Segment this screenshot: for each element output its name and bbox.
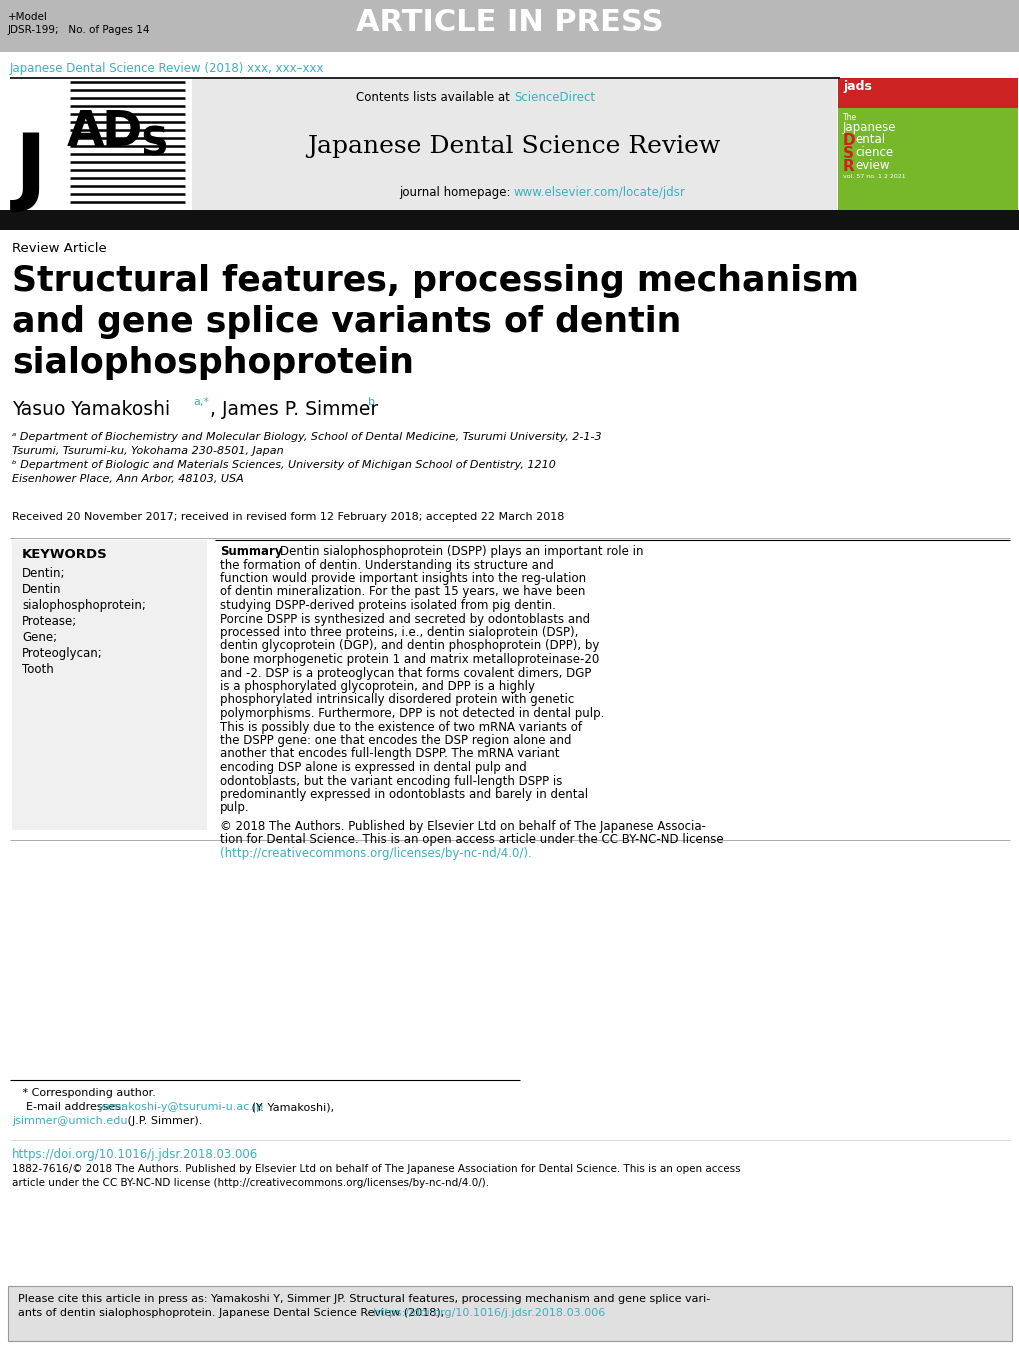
Bar — [12, 540, 207, 830]
Bar — [838, 78, 1017, 108]
Text: https://doi.org/10.1016/j.jdsr.2018.03.006: https://doi.org/10.1016/j.jdsr.2018.03.0… — [12, 1148, 258, 1161]
Text: article under the CC BY-NC-ND license (http://creativecommons.org/licenses/by-nc: article under the CC BY-NC-ND license (h… — [12, 1178, 489, 1188]
Text: journal homepage:: journal homepage: — [398, 186, 514, 199]
Text: (J.P. Simmer).: (J.P. Simmer). — [124, 1116, 202, 1125]
Text: D: D — [102, 108, 143, 155]
Text: bone morphogenetic protein 1 and matrix metalloproteinase-20: bone morphogenetic protein 1 and matrix … — [220, 653, 599, 666]
Text: dentin glycoprotein (DGP), and dentin phosphoprotein (DPP), by: dentin glycoprotein (DGP), and dentin ph… — [220, 639, 599, 653]
Text: JDSR-199;   No. of Pages 14: JDSR-199; No. of Pages 14 — [8, 26, 151, 35]
Text: is a phosphorylated glycoprotein, and DPP is a highly: is a phosphorylated glycoprotein, and DP… — [220, 680, 535, 693]
Text: cience: cience — [854, 146, 893, 159]
Text: predominantly expressed in odontoblasts and barely in dental: predominantly expressed in odontoblasts … — [220, 788, 588, 801]
Text: pulp.: pulp. — [220, 801, 250, 815]
Text: ental: ental — [854, 132, 884, 146]
Text: Tooth: Tooth — [22, 663, 54, 676]
Text: R: R — [842, 159, 854, 174]
Text: a,*: a,* — [193, 397, 209, 407]
Text: Japanese Dental Science Review: Japanese Dental Science Review — [307, 135, 720, 158]
Text: This is possibly due to the existence of two mRNA variants of: This is possibly due to the existence of… — [220, 720, 582, 734]
Text: www.elsevier.com/locate/jdsr: www.elsevier.com/locate/jdsr — [514, 186, 685, 199]
Text: Received 20 November 2017; received in revised form 12 February 2018; accepted 2: Received 20 November 2017; received in r… — [12, 512, 564, 521]
Text: The: The — [842, 113, 856, 122]
Bar — [838, 108, 1017, 209]
Text: sialophosphoprotein: sialophosphoprotein — [12, 346, 414, 380]
Text: sialophosphoprotein;: sialophosphoprotein; — [22, 598, 146, 612]
Text: processed into three proteins, i.e., dentin sialoprotein (DSP),: processed into three proteins, i.e., den… — [220, 626, 578, 639]
Text: another that encodes full-length DSPP. The mRNA variant: another that encodes full-length DSPP. T… — [220, 747, 559, 761]
Text: S: S — [842, 146, 853, 161]
Bar — [0, 0, 1019, 51]
Text: Please cite this article in press as: Yamakoshi Y, Simmer JP. Structural feature: Please cite this article in press as: Ya… — [18, 1294, 709, 1304]
Text: J: J — [15, 130, 47, 213]
Text: b: b — [368, 397, 375, 407]
Text: Summary: Summary — [220, 544, 282, 558]
Text: Protease;: Protease; — [22, 615, 77, 628]
Text: jads: jads — [842, 80, 871, 93]
Text: Japanese Dental Science Review (2018) xxx, xxx–xxx: Japanese Dental Science Review (2018) xx… — [10, 62, 324, 76]
Text: (http://creativecommons.org/licenses/by-nc-nd/4.0/).: (http://creativecommons.org/licenses/by-… — [220, 847, 531, 861]
Text: ARTICLE IN PRESS: ARTICLE IN PRESS — [356, 8, 663, 36]
Text: tion for Dental Science. This is an open access article under the CC BY-NC-ND li: tion for Dental Science. This is an open… — [220, 834, 722, 847]
Text: vol. 57 no. 1 2 2021: vol. 57 no. 1 2 2021 — [842, 174, 905, 178]
Text: Dentin sialophosphoprotein (DSPP) plays an important role in: Dentin sialophosphoprotein (DSPP) plays … — [280, 544, 643, 558]
Text: eview: eview — [854, 159, 889, 172]
Text: polymorphisms. Furthermore, DPP is not detected in dental pulp.: polymorphisms. Furthermore, DPP is not d… — [220, 707, 604, 720]
Text: the DSPP gene: one that encodes the DSP region alone and: the DSPP gene: one that encodes the DSP … — [220, 734, 571, 747]
Text: Porcine DSPP is synthesized and secreted by odontoblasts and: Porcine DSPP is synthesized and secreted… — [220, 612, 590, 626]
Text: the formation of dentin. Understanding its structure and: the formation of dentin. Understanding i… — [220, 558, 553, 571]
Text: KEYWORDS: KEYWORDS — [22, 549, 108, 561]
Text: phosphorylated intrinsically disordered protein with genetic: phosphorylated intrinsically disordered … — [220, 693, 574, 707]
Text: * Corresponding author.: * Corresponding author. — [12, 1088, 156, 1098]
Text: S: S — [140, 126, 168, 163]
Text: Gene;: Gene; — [22, 631, 57, 644]
Text: yamakoshi-y@tsurumi-u.ac.jp: yamakoshi-y@tsurumi-u.ac.jp — [98, 1102, 264, 1112]
Text: Yasuo Yamakoshi: Yasuo Yamakoshi — [12, 400, 170, 419]
Text: function would provide important insights into the reg-ulation: function would provide important insight… — [220, 571, 586, 585]
Text: A: A — [67, 108, 105, 155]
Text: E-mail addresses:: E-mail addresses: — [12, 1102, 128, 1112]
Text: Dentin;: Dentin; — [22, 567, 65, 580]
Text: jsimmer@umich.edu: jsimmer@umich.edu — [12, 1116, 127, 1125]
Text: Structural features, processing mechanism: Structural features, processing mechanis… — [12, 263, 858, 299]
Text: Dentin: Dentin — [22, 584, 61, 596]
Text: (Y. Yamakoshi),: (Y. Yamakoshi), — [248, 1102, 334, 1112]
Bar — [10, 78, 85, 209]
Text: Contents lists available at: Contents lists available at — [356, 91, 514, 104]
Text: Tsurumi, Tsurumi-ku, Yokohama 230-8501, Japan: Tsurumi, Tsurumi-ku, Yokohama 230-8501, … — [12, 446, 283, 457]
Text: D: D — [842, 132, 855, 149]
Text: 1882-7616/© 2018 The Authors. Published by Elsevier Ltd on behalf of The Japanes: 1882-7616/© 2018 The Authors. Published … — [12, 1165, 740, 1174]
Text: Eisenhower Place, Ann Arbor, 48103, USA: Eisenhower Place, Ann Arbor, 48103, USA — [12, 474, 244, 484]
Text: studying DSPP-derived proteins isolated from pig dentin.: studying DSPP-derived proteins isolated … — [220, 598, 555, 612]
Text: and -2. DSP is a proteoglycan that forms covalent dimers, DGP: and -2. DSP is a proteoglycan that forms… — [220, 666, 591, 680]
Text: ants of dentin sialophosphoprotein. Japanese Dental Science Review (2018),: ants of dentin sialophosphoprotein. Japa… — [18, 1308, 447, 1319]
Text: ScienceDirect: ScienceDirect — [514, 91, 594, 104]
Text: ᵃ Department of Biochemistry and Molecular Biology, School of Dental Medicine, T: ᵃ Department of Biochemistry and Molecul… — [12, 432, 601, 442]
Text: encoding DSP alone is expressed in dental pulp and: encoding DSP alone is expressed in denta… — [220, 761, 526, 774]
Text: https://doi.org/10.1016/j.jdsr.2018.03.006: https://doi.org/10.1016/j.jdsr.2018.03.0… — [372, 1308, 604, 1319]
Text: +Model: +Model — [8, 12, 48, 22]
Bar — [192, 78, 837, 209]
Text: Japanese: Japanese — [842, 122, 896, 134]
Text: ᵇ Department of Biologic and Materials Sciences, University of Michigan School o: ᵇ Department of Biologic and Materials S… — [12, 459, 555, 470]
Text: , James P. Simmer: , James P. Simmer — [210, 400, 378, 419]
Bar — [0, 209, 1019, 230]
Bar — [8, 1286, 1011, 1342]
Text: odontoblasts, but the variant encoding full-length DSPP is: odontoblasts, but the variant encoding f… — [220, 774, 561, 788]
Bar — [10, 78, 190, 209]
Text: Proteoglycan;: Proteoglycan; — [22, 647, 103, 661]
Text: of dentin mineralization. For the past 15 years, we have been: of dentin mineralization. For the past 1… — [220, 585, 585, 598]
Text: © 2018 The Authors. Published by Elsevier Ltd on behalf of The Japanese Associa-: © 2018 The Authors. Published by Elsevie… — [220, 820, 705, 834]
Text: and gene splice variants of dentin: and gene splice variants of dentin — [12, 305, 681, 339]
Text: Review Article: Review Article — [12, 242, 107, 255]
